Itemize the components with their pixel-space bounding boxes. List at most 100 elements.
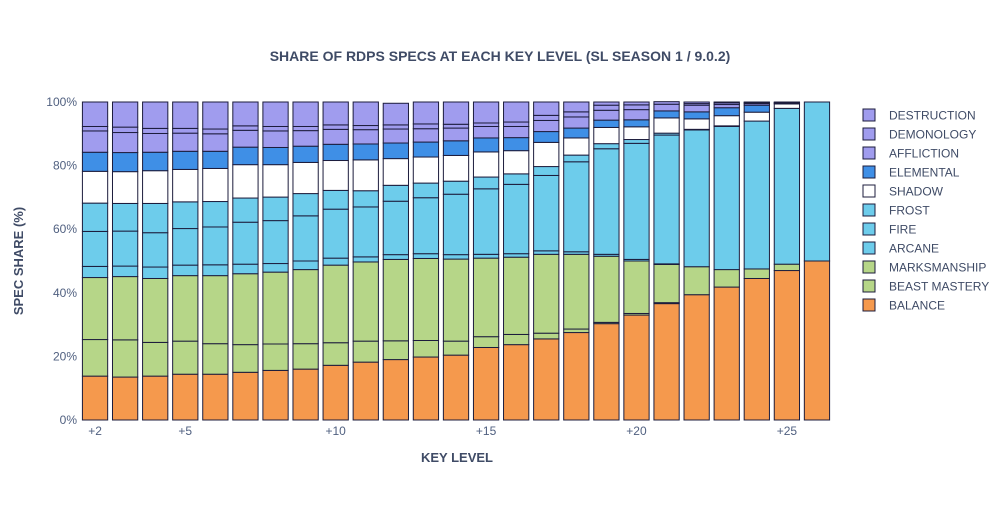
bar-segment-frost[interactable]: [352, 190, 379, 208]
bar-segment-shadow[interactable]: [442, 154, 470, 182]
bar-segment-marksmanship[interactable]: [773, 263, 801, 272]
bar-segment-demonology[interactable]: [472, 122, 500, 127]
bar-segment-demonology[interactable]: [142, 127, 169, 134]
bar-segment-affliction[interactable]: [503, 125, 530, 139]
bar-segment-arcane[interactable]: [352, 256, 379, 263]
bar-segment-frost[interactable]: [202, 201, 229, 228]
bar-segment-balance[interactable]: [202, 373, 229, 421]
bar-segment-demonology[interactable]: [653, 101, 680, 105]
bar-segment-balance[interactable]: [442, 354, 470, 421]
bar-segment-marksmanship[interactable]: [172, 275, 199, 342]
bar-segment-frost[interactable]: [563, 154, 590, 163]
bar-segment-marksmanship[interactable]: [81, 277, 109, 341]
bar-segment-fire[interactable]: [533, 174, 560, 252]
bar-segment-fire[interactable]: [412, 197, 440, 255]
bar-segment-destruction[interactable]: [292, 101, 319, 127]
bar-segment-shadow[interactable]: [292, 161, 319, 195]
bar-segment-elemental[interactable]: [382, 142, 409, 160]
bar-segment-marksmanship[interactable]: [653, 264, 680, 304]
bar-segment-destruction[interactable]: [202, 101, 229, 130]
bar-segment-shadow[interactable]: [563, 137, 590, 156]
bar-segment-elemental[interactable]: [623, 119, 650, 128]
bar-segment-demonology[interactable]: [352, 125, 379, 131]
bar-segment-beast-mastery[interactable]: [352, 340, 379, 363]
bar-segment-beast-mastery[interactable]: [442, 340, 470, 356]
bar-segment-fire[interactable]: [653, 134, 680, 265]
bar-segment-shadow[interactable]: [713, 115, 740, 127]
bar-segment-shadow[interactable]: [743, 111, 770, 122]
bar-segment-beast-mastery[interactable]: [322, 342, 349, 366]
bar-segment-elemental[interactable]: [81, 151, 109, 172]
bar-segment-marksmanship[interactable]: [683, 266, 710, 296]
bar-segment-marksmanship[interactable]: [262, 271, 289, 345]
bar-segment-demonology[interactable]: [773, 101, 801, 104]
bar-segment-marksmanship[interactable]: [322, 264, 349, 344]
bar-segment-arcane[interactable]: [262, 263, 289, 273]
bar-segment-fire[interactable]: [322, 208, 349, 259]
bar-segment-elemental[interactable]: [322, 143, 349, 162]
bar-segment-shadow[interactable]: [322, 160, 349, 191]
bar-segment-fire[interactable]: [713, 125, 740, 271]
bar-segment-arcane[interactable]: [202, 264, 229, 277]
bar-segment-fire[interactable]: [743, 120, 770, 270]
bar-segment-beast-mastery[interactable]: [232, 344, 259, 373]
bar-segment-balance[interactable]: [683, 294, 710, 421]
bar-segment-balance[interactable]: [111, 376, 139, 421]
bar-segment-balance[interactable]: [803, 260, 831, 421]
bar-segment-elemental[interactable]: [563, 127, 590, 139]
bar-segment-affliction[interactable]: [111, 132, 139, 154]
bar-segment-elemental[interactable]: [743, 104, 770, 113]
bar-segment-affliction[interactable]: [623, 109, 650, 121]
bar-segment-demonology[interactable]: [322, 124, 349, 130]
bar-segment-balance[interactable]: [653, 303, 680, 421]
bar-segment-marksmanship[interactable]: [623, 260, 650, 314]
bar-segment-elemental[interactable]: [653, 110, 680, 119]
bar-segment-frost[interactable]: [142, 202, 169, 234]
bar-segment-fire[interactable]: [81, 230, 109, 267]
bar-segment-shadow[interactable]: [773, 103, 801, 109]
legend-item-arcane[interactable]: ARCANE: [862, 241, 939, 256]
bar-segment-shadow[interactable]: [623, 126, 650, 141]
bar-segment-frost[interactable]: [412, 182, 440, 199]
bar-segment-shadow[interactable]: [412, 156, 440, 184]
bar-segment-marksmanship[interactable]: [292, 269, 319, 345]
bar-segment-balance[interactable]: [262, 369, 289, 421]
bar-segment-elemental[interactable]: [472, 137, 500, 153]
bar-segment-demonology[interactable]: [593, 104, 620, 111]
bar-segment-elemental[interactable]: [172, 150, 199, 170]
bar-segment-affliction[interactable]: [202, 133, 229, 152]
bar-segment-demonology[interactable]: [412, 123, 440, 130]
bar-segment-demonology[interactable]: [81, 125, 109, 132]
bar-segment-balance[interactable]: [533, 338, 560, 421]
bar-segment-fire[interactable]: [142, 232, 169, 268]
bar-segment-beast-mastery[interactable]: [412, 340, 440, 358]
bar-segment-elemental[interactable]: [533, 131, 560, 143]
bar-segment-demonology[interactable]: [202, 128, 229, 135]
bar-segment-marksmanship[interactable]: [232, 273, 259, 346]
bar-segment-beast-mastery[interactable]: [262, 343, 289, 371]
bar-segment-frost[interactable]: [503, 173, 530, 185]
bar-segment-destruction[interactable]: [743, 101, 770, 104]
bar-segment-shadow[interactable]: [382, 158, 409, 186]
bar-segment-fire[interactable]: [803, 101, 831, 262]
bar-segment-destruction[interactable]: [713, 101, 740, 104]
bar-segment-beast-mastery[interactable]: [142, 341, 169, 377]
bar-segment-shadow[interactable]: [81, 170, 109, 204]
legend-item-balance[interactable]: BALANCE: [862, 298, 945, 313]
bar-segment-affliction[interactable]: [352, 129, 379, 145]
bar-segment-marksmanship[interactable]: [412, 257, 440, 341]
bar-segment-arcane[interactable]: [292, 260, 319, 271]
bar-segment-elemental[interactable]: [412, 141, 440, 158]
bar-segment-marksmanship[interactable]: [111, 276, 139, 341]
bar-segment-shadow[interactable]: [262, 164, 289, 198]
bar-segment-elemental[interactable]: [683, 111, 710, 120]
bar-segment-destruction[interactable]: [683, 101, 710, 105]
bar-segment-fire[interactable]: [773, 107, 801, 265]
bar-segment-arcane[interactable]: [412, 253, 440, 259]
bar-segment-fire[interactable]: [442, 193, 470, 256]
bar-segment-shadow[interactable]: [472, 151, 500, 178]
bar-segment-elemental[interactable]: [202, 150, 229, 169]
bar-segment-balance[interactable]: [172, 373, 199, 421]
bar-segment-affliction[interactable]: [382, 128, 409, 144]
bar-segment-fire[interactable]: [111, 230, 139, 267]
